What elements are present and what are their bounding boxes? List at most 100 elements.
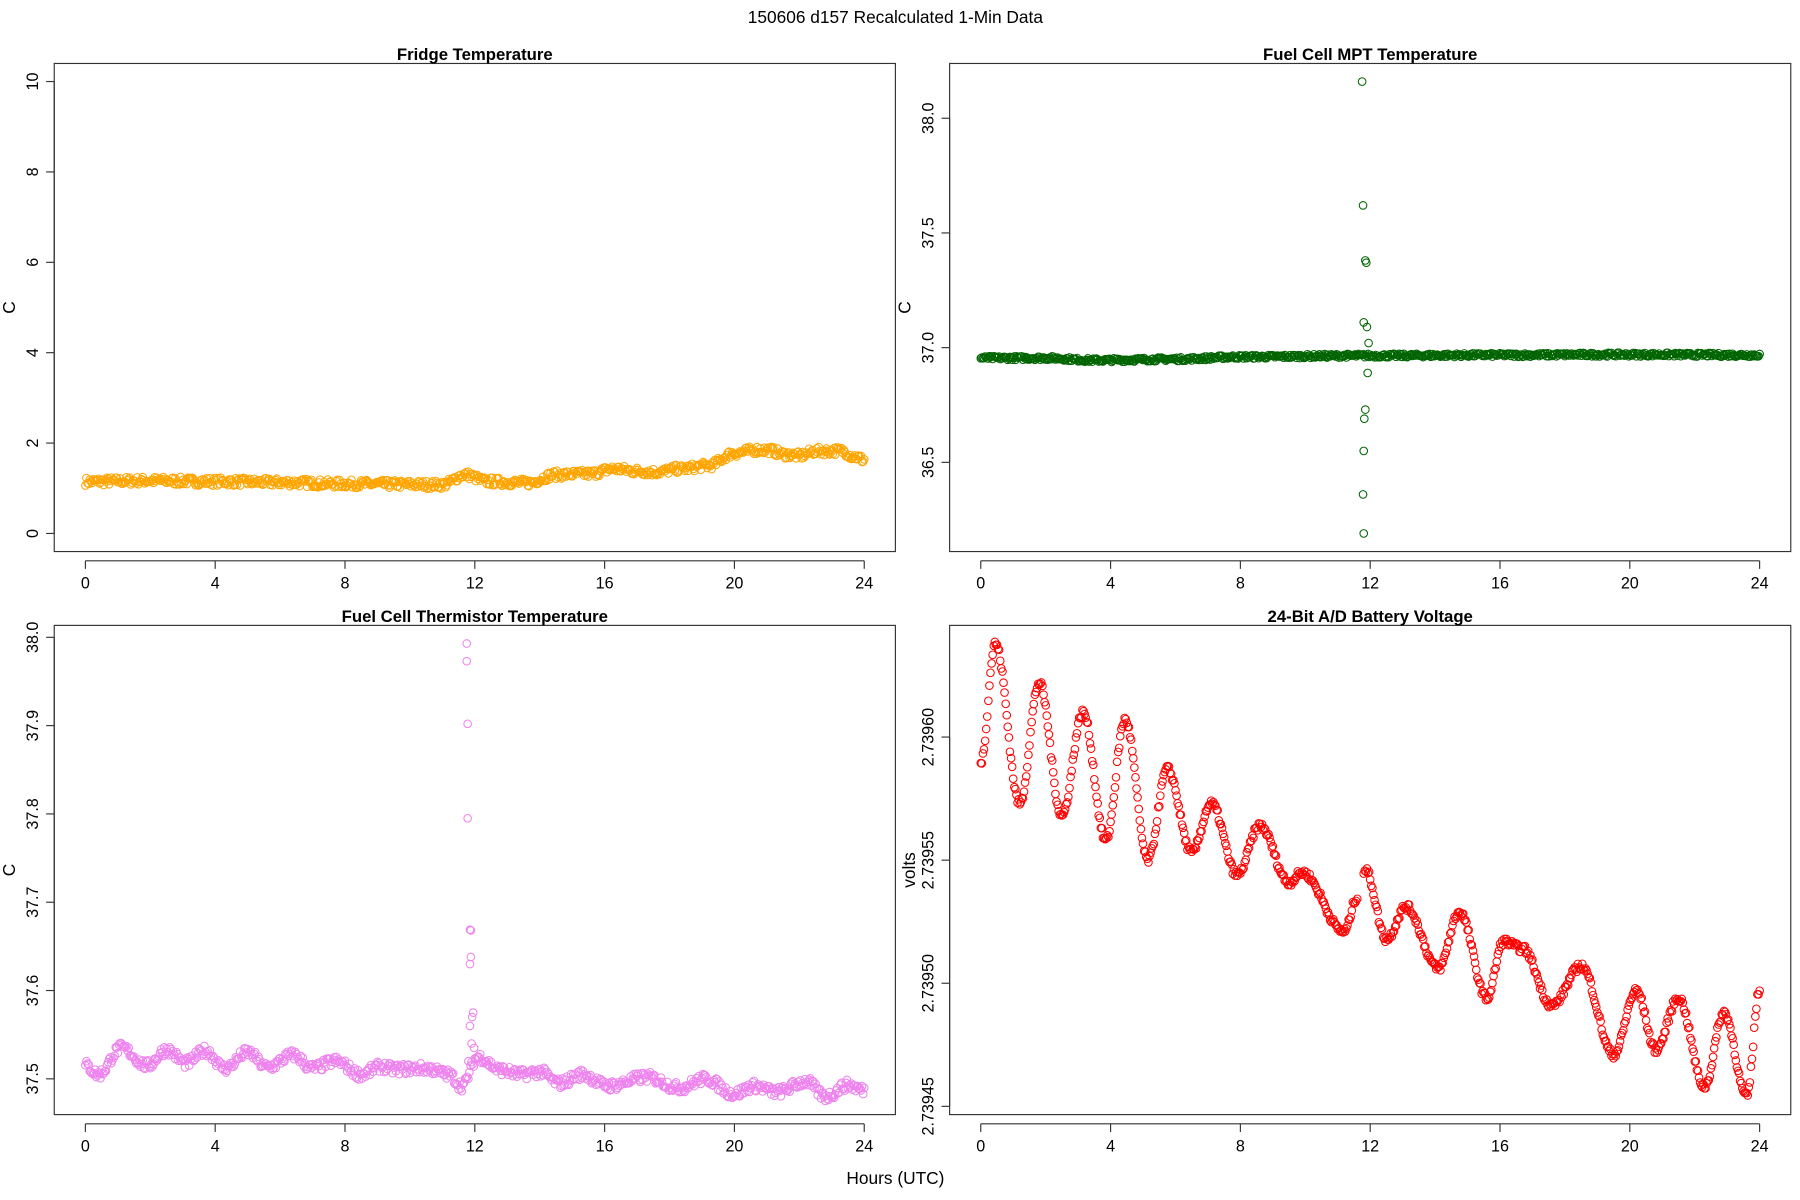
data-point — [1701, 1083, 1710, 1093]
data-point — [1320, 900, 1330, 910]
data-point — [1038, 681, 1047, 691]
data-point — [1010, 782, 1019, 792]
data-point — [1394, 914, 1403, 924]
outlier-point — [466, 926, 476, 935]
data-point — [635, 1077, 645, 1087]
x-tick-label: 0 — [976, 1138, 985, 1156]
data-point — [267, 476, 276, 486]
data-point — [1557, 992, 1566, 1002]
data-point — [1037, 678, 1046, 687]
data-point — [1042, 711, 1052, 720]
data-point — [124, 1043, 133, 1053]
data-point — [1488, 978, 1497, 988]
data-point — [1093, 799, 1102, 808]
data-point — [103, 1058, 113, 1067]
data-point — [1391, 352, 1401, 362]
data-point — [1290, 876, 1299, 886]
data-point — [1227, 860, 1237, 869]
data-point — [1134, 804, 1144, 814]
data-point — [1068, 755, 1078, 764]
data-point — [499, 1063, 509, 1072]
data-point — [1474, 975, 1483, 984]
data-point — [1041, 701, 1051, 710]
data-point — [995, 656, 1005, 666]
data-point — [1415, 930, 1425, 940]
data-point — [1170, 779, 1179, 788]
y-tick-label: 8 — [24, 167, 42, 176]
x-tick-label: 20 — [725, 1138, 743, 1156]
data-point — [1128, 753, 1138, 763]
data-point — [1343, 921, 1352, 930]
data-point — [1137, 833, 1147, 843]
data-point — [639, 1068, 648, 1078]
data-point — [1249, 833, 1258, 843]
data-point — [1622, 1012, 1631, 1021]
data-point — [1613, 1046, 1623, 1055]
data-point — [1003, 722, 1013, 732]
data-point — [249, 1049, 259, 1059]
data-point — [1586, 978, 1596, 987]
data-point — [1465, 935, 1475, 944]
data-point — [1019, 787, 1029, 796]
data-point — [1122, 718, 1132, 728]
data-point — [1218, 829, 1228, 839]
data-point — [1064, 792, 1073, 802]
data-point — [1438, 958, 1447, 968]
data-point — [1132, 784, 1141, 793]
data-point — [1150, 829, 1160, 839]
data-point — [1533, 974, 1543, 984]
data-point — [1619, 1025, 1628, 1035]
data-point — [1072, 728, 1082, 738]
data-point — [1025, 741, 1034, 750]
data-point — [1368, 883, 1377, 893]
data-point — [1621, 1016, 1630, 1026]
data-point — [1482, 994, 1492, 1003]
data-point — [311, 1061, 321, 1070]
data-point — [1263, 831, 1272, 840]
outlier-point — [466, 952, 476, 962]
data-point — [1413, 920, 1423, 930]
data-point — [858, 457, 868, 466]
data-point — [192, 1053, 202, 1062]
outlier-point — [1359, 446, 1369, 456]
data-point — [1678, 998, 1688, 1008]
y-tick-label: 0 — [24, 529, 42, 538]
data-point — [612, 466, 621, 476]
series-markers — [81, 639, 869, 1106]
data-point — [668, 1086, 678, 1095]
data-point — [1126, 735, 1136, 744]
y-tick-label: 36.5 — [919, 447, 937, 478]
data-point — [748, 1077, 758, 1087]
data-point — [1002, 710, 1012, 720]
data-point — [784, 448, 793, 457]
data-point — [1627, 993, 1637, 1003]
data-point — [1387, 932, 1397, 941]
data-point — [1626, 995, 1636, 1005]
data-point — [505, 1062, 514, 1072]
data-point — [984, 696, 993, 706]
data-point — [112, 473, 122, 483]
data-point — [1080, 709, 1089, 719]
data-point — [1005, 747, 1015, 757]
data-point — [1365, 875, 1375, 884]
data-point — [1661, 1027, 1670, 1037]
data-point — [1174, 801, 1184, 811]
data-point — [542, 1067, 552, 1077]
series-markers — [976, 637, 1764, 1100]
data-point — [677, 1087, 686, 1097]
data-point — [248, 478, 258, 488]
data-point — [1145, 851, 1154, 861]
y-tick-label: 2.73955 — [919, 831, 937, 889]
data-point — [1372, 902, 1381, 912]
data-point — [1392, 915, 1402, 924]
data-point — [572, 1074, 581, 1084]
data-point — [1179, 828, 1189, 838]
data-point — [495, 1062, 505, 1071]
data-point — [582, 1071, 592, 1080]
data-point — [1154, 801, 1164, 811]
data-point — [1104, 832, 1113, 842]
data-point — [1031, 687, 1041, 697]
data-point — [1131, 773, 1140, 782]
data-point — [1448, 921, 1457, 930]
data-point — [1239, 863, 1248, 873]
